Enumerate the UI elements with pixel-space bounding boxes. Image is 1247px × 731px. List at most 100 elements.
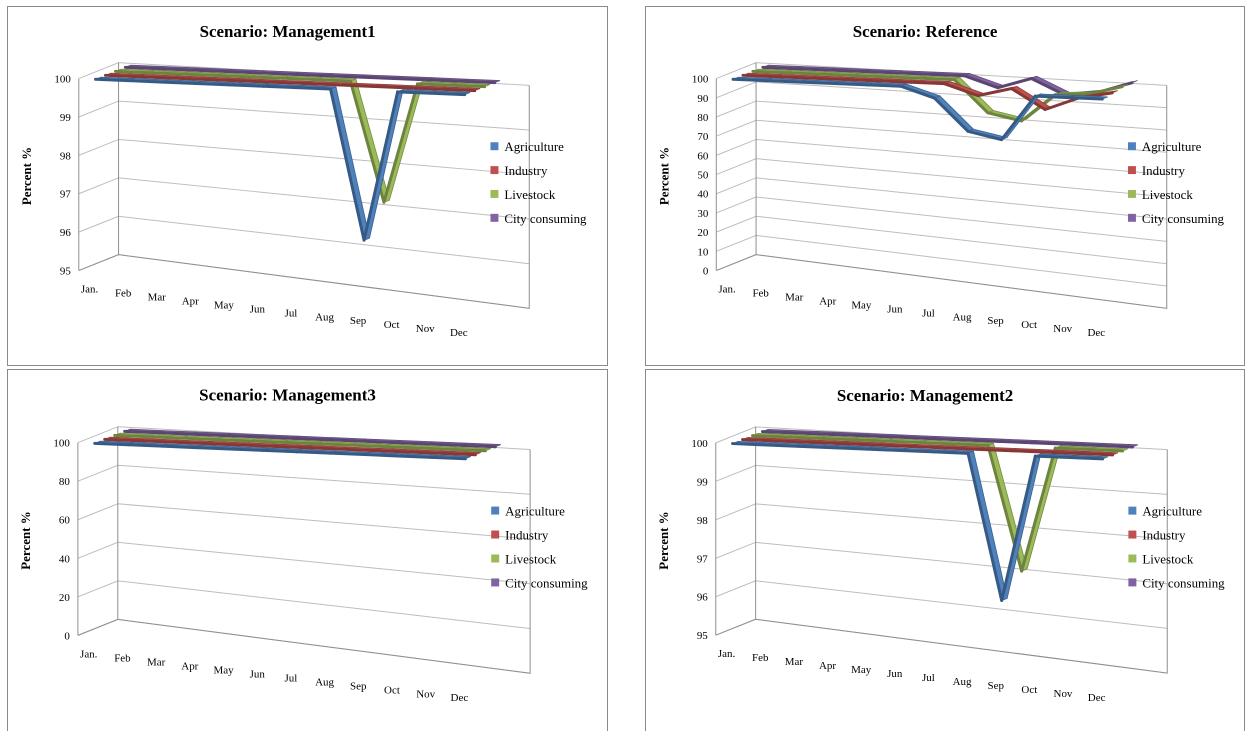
legend: Agriculture Industry Livestock City consumi… [1128, 504, 1225, 590]
series-edge [794, 431, 832, 436]
legend-label: City consuming [1142, 211, 1225, 226]
series-edge [430, 455, 467, 461]
series-edge [396, 90, 433, 95]
series-edge [170, 440, 208, 446]
legend-label: Agriculture [505, 504, 565, 519]
series-edge [929, 437, 966, 442]
x-tick-label: Oct [384, 319, 400, 331]
x-tick-label: Feb [115, 287, 132, 299]
series-edge [1019, 93, 1057, 123]
x-tick-label: Sep [987, 315, 1004, 327]
series-edge [147, 71, 185, 76]
chart-panel-reference: Scenario: Reference Percent % 0 10 20 30 40 50 6… [645, 6, 1245, 366]
series-livestock [113, 432, 491, 453]
series-edge [362, 453, 400, 458]
series-edge [123, 429, 160, 435]
legend-label: Industry [505, 528, 549, 543]
chart-reference: Scenario: Reference Percent % 0 10 20 30 40 50 6… [657, 22, 1225, 339]
series-group [731, 429, 1139, 602]
series-industry [104, 72, 481, 93]
series-edge [429, 91, 467, 97]
series-agriculture [731, 76, 1108, 142]
x-tick-label: Jun [250, 303, 266, 315]
legend-label: Agriculture [504, 139, 564, 154]
series-edge [1033, 454, 1071, 460]
series-edge [339, 447, 376, 453]
y-tick-label: 90 [697, 93, 708, 105]
series-edge [962, 74, 1000, 90]
x-tick-label: Jul [284, 672, 297, 684]
series-edge [794, 67, 832, 72]
x-tick-label: Mar [148, 291, 167, 303]
x-tick-label: Aug [315, 311, 334, 323]
series-edge [899, 84, 936, 100]
series-edge [1043, 450, 1081, 456]
series-edge [325, 438, 363, 443]
series-edge [875, 79, 913, 84]
series-edge [459, 79, 497, 85]
series-edge [426, 442, 464, 447]
series-edge [932, 96, 970, 133]
chart-management1: Scenario: Management1 Percent % 95 96 97 98 99… [19, 22, 587, 339]
series-edge [359, 439, 396, 445]
series-edge [349, 443, 386, 449]
series-edge [851, 438, 889, 443]
series-edge [358, 75, 396, 80]
gridline [77, 464, 531, 495]
series-edge [281, 440, 319, 446]
series-edge [952, 442, 990, 447]
x-tick-label: Nov [416, 688, 435, 700]
x-tick-label: Aug [315, 676, 334, 688]
x-tick-label: Oct [1021, 684, 1037, 696]
series-edge [1000, 94, 1037, 142]
x-tick-label: Feb [752, 287, 769, 299]
series-edge [329, 87, 366, 242]
series-edge [305, 446, 343, 451]
series-edge [291, 436, 329, 442]
series-edge [204, 442, 241, 447]
series-edge [325, 74, 362, 79]
back-wall-edge [716, 62, 757, 271]
series-edge [382, 82, 420, 204]
series-edge [741, 73, 779, 79]
series-edge [104, 73, 141, 79]
series-edge [895, 435, 933, 441]
series-edge [113, 433, 150, 439]
series-edge [764, 443, 802, 448]
series-edge [1087, 85, 1124, 96]
series-city-consuming [123, 64, 501, 85]
series-edge [93, 441, 130, 447]
series-edge [976, 87, 1013, 98]
series-edge [731, 442, 768, 447]
series-edge [305, 82, 342, 87]
series-edge [194, 81, 232, 87]
x-tick-label: May [214, 299, 235, 311]
series-edge [1010, 87, 1047, 111]
series-edge [214, 74, 252, 79]
series-edge [315, 442, 353, 447]
series-edge [919, 76, 956, 82]
series-edge [996, 77, 1033, 90]
series-edge [1087, 448, 1125, 453]
x-tick-label: Nov [416, 323, 435, 335]
x-tick-label: Dec [450, 327, 468, 339]
gridline [77, 618, 531, 674]
series-edge [842, 78, 879, 83]
chart-panel-management2: Scenario: Management2 Percent % 95 96 97 98 99… [645, 369, 1245, 731]
series-edge [281, 76, 319, 82]
series-edge [382, 445, 420, 450]
series-edge [1010, 449, 1047, 454]
series-edge [362, 90, 400, 242]
series-edge [862, 70, 899, 75]
x-tick-label: Nov [1054, 688, 1073, 700]
gridline [715, 503, 1168, 540]
legend-swatch [491, 554, 500, 563]
series-edge [146, 435, 184, 440]
gridline [77, 580, 531, 630]
series-edge [214, 438, 251, 443]
gridline [716, 177, 1167, 220]
series-edge [751, 434, 788, 439]
y-tick-label: 70 [697, 131, 708, 143]
x-tick-label: Aug [953, 676, 972, 688]
x-tick-label: Apr [181, 660, 198, 672]
